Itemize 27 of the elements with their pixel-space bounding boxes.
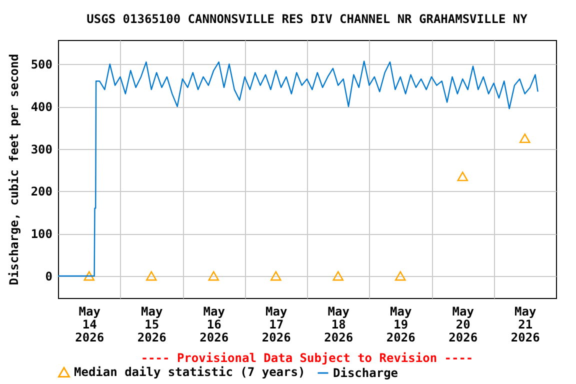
x-tick-label: May 21 2026 xyxy=(510,304,540,344)
x-tick-label: May 17 2026 xyxy=(262,304,291,344)
y-tick-label: 100 xyxy=(30,227,52,242)
point xyxy=(394,271,406,281)
chart-title: USGS 01365100 CANNONSVILLE RES DIV CHANNEL NR GRAHAMSVILLE NY xyxy=(86,12,528,26)
y-axis-title: Discharge, cubic feet per second xyxy=(6,54,21,286)
point xyxy=(519,134,530,144)
x-tick-label: May 18 2026 xyxy=(324,304,354,344)
y-tick-label: 300 xyxy=(30,142,52,156)
y-tick-label: 500 xyxy=(30,58,52,72)
point xyxy=(208,271,220,281)
x-tick-label: May 15 2026 xyxy=(137,304,166,344)
point xyxy=(146,271,157,281)
x-tick-label: May 20 2026 xyxy=(448,304,478,344)
point xyxy=(270,271,282,281)
x-tick-label: May 19 2026 xyxy=(386,304,416,344)
point xyxy=(332,271,344,281)
y-tick-label: 200 xyxy=(30,184,52,199)
point xyxy=(84,271,95,281)
y-tick-label: 400 xyxy=(30,100,52,114)
legend-label: Discharge xyxy=(333,366,398,380)
y-tick-label: 0 xyxy=(45,269,52,284)
legend-label: Median daily statistic (7 years) xyxy=(74,365,306,380)
point xyxy=(457,172,468,182)
x-tick-label: May 16 2026 xyxy=(200,304,229,344)
x-tick-label: May 14 2026 xyxy=(75,304,104,344)
text: ---- Provisional Data Subject to Revision ---- xyxy=(140,351,474,365)
